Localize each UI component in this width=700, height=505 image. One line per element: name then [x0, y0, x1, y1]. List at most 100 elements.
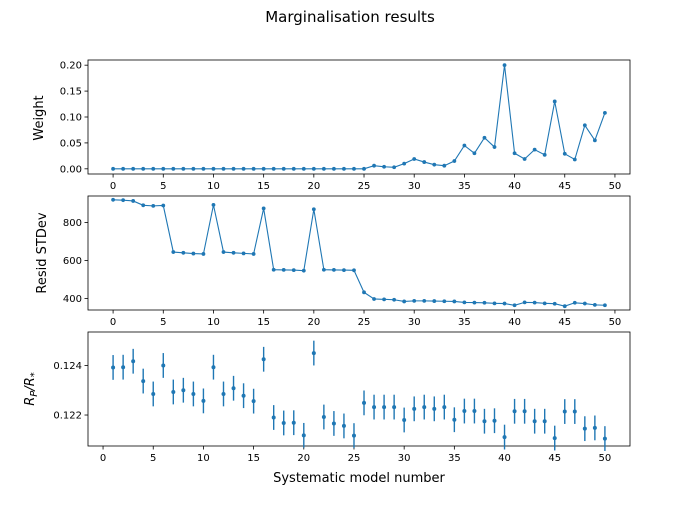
x-tick-label: 5: [150, 453, 156, 464]
data-point: [251, 166, 256, 171]
data-point: [392, 297, 397, 302]
data-point: [171, 166, 176, 171]
data-point: [191, 251, 196, 256]
data-point: [342, 166, 346, 171]
x-tick-label: 45: [548, 453, 561, 464]
resid-stdev-ylabel: Resid STDev: [35, 212, 50, 293]
data-point: [121, 365, 126, 370]
data-point: [151, 203, 156, 208]
data-point: [542, 152, 547, 157]
data-point: [141, 166, 146, 171]
data-point: [141, 379, 146, 384]
data-point: [402, 299, 407, 304]
data-point: [311, 351, 316, 356]
data-point: [532, 147, 537, 152]
data-point: [362, 290, 366, 295]
data-point: [362, 400, 367, 405]
data-point: [121, 198, 126, 203]
x-tick-label: 10: [207, 181, 220, 192]
data-point: [301, 433, 306, 438]
data-point: [261, 357, 266, 362]
data-point: [582, 301, 587, 306]
data-point: [151, 391, 156, 396]
data-point: [161, 363, 166, 368]
data-point: [603, 303, 607, 308]
x-tick-label: 20: [297, 453, 310, 464]
data-point: [231, 386, 236, 391]
data-point: [281, 166, 286, 171]
data-point: [261, 206, 266, 211]
data-point: [602, 436, 607, 441]
data-point: [131, 199, 136, 203]
x-tick-label: 40: [508, 317, 521, 328]
data-point: [532, 300, 537, 305]
data-point: [372, 405, 377, 410]
data-point: [201, 252, 206, 256]
x-tick-label: 35: [448, 453, 461, 464]
data-point: [331, 421, 336, 426]
data-point: [221, 166, 226, 171]
x-tick-label: 0: [100, 453, 106, 464]
data-point: [412, 298, 417, 303]
data-point: [442, 163, 447, 168]
data-point: [251, 252, 256, 256]
data-point: [592, 425, 597, 430]
data-point: [492, 145, 497, 149]
x-tick-label: 5: [160, 181, 166, 192]
data-point: [382, 164, 386, 169]
data-point: [462, 409, 467, 414]
data-point: [271, 267, 276, 272]
data-point: [211, 166, 216, 171]
data-point: [131, 359, 136, 364]
data-point: [151, 166, 156, 171]
x-tick-label: 50: [609, 181, 622, 192]
data-point: [422, 298, 427, 303]
y-tick-label: 0.124: [53, 361, 82, 372]
x-tick-label: 45: [558, 181, 571, 192]
data-point: [161, 166, 166, 171]
plot-frame: [87, 195, 631, 311]
data-point: [432, 162, 437, 167]
data-point: [472, 409, 477, 414]
data-point: [603, 110, 607, 115]
data-point: [462, 300, 467, 305]
data-point: [432, 299, 437, 303]
data-point: [402, 417, 407, 422]
x-tick-label: 45: [558, 317, 571, 328]
x-tick-label: 5: [160, 317, 166, 328]
data-point: [422, 160, 427, 164]
data-point: [512, 303, 517, 308]
data-point: [341, 423, 346, 428]
x-tick-label: 30: [398, 453, 411, 464]
data-point: [281, 268, 286, 272]
data-point: [492, 301, 497, 306]
data-point: [562, 151, 567, 156]
data-point: [261, 166, 266, 171]
data-point: [562, 304, 567, 309]
data-point: [191, 166, 196, 171]
data-point: [321, 415, 326, 420]
data-point: [572, 157, 577, 162]
data-point: [171, 389, 176, 394]
data-point: [442, 299, 447, 304]
data-point: [221, 391, 226, 396]
x-tick-label: 30: [408, 317, 421, 328]
data-point: [181, 250, 186, 255]
x-tick-label: 15: [247, 453, 260, 464]
x-tick-label: 40: [498, 453, 511, 464]
x-tick-label: 25: [358, 317, 371, 328]
plot-frame: [87, 59, 631, 175]
data-point: [582, 123, 587, 128]
data-point: [121, 166, 126, 171]
x-tick-label: 30: [408, 181, 421, 192]
x-tick-label: 50: [599, 453, 612, 464]
data-point: [171, 250, 176, 254]
x-tick-label: 10: [197, 453, 210, 464]
weight-panel: Weight 0 5 10 15 20 25 30 35 40 45 50 0.00 0.05 0.10 0…: [32, 59, 631, 192]
data-point: [482, 300, 487, 305]
y-tick-label: 800: [63, 218, 82, 229]
data-point: [271, 166, 276, 171]
x-tick-label: 50: [609, 317, 622, 328]
data-point: [512, 151, 517, 156]
